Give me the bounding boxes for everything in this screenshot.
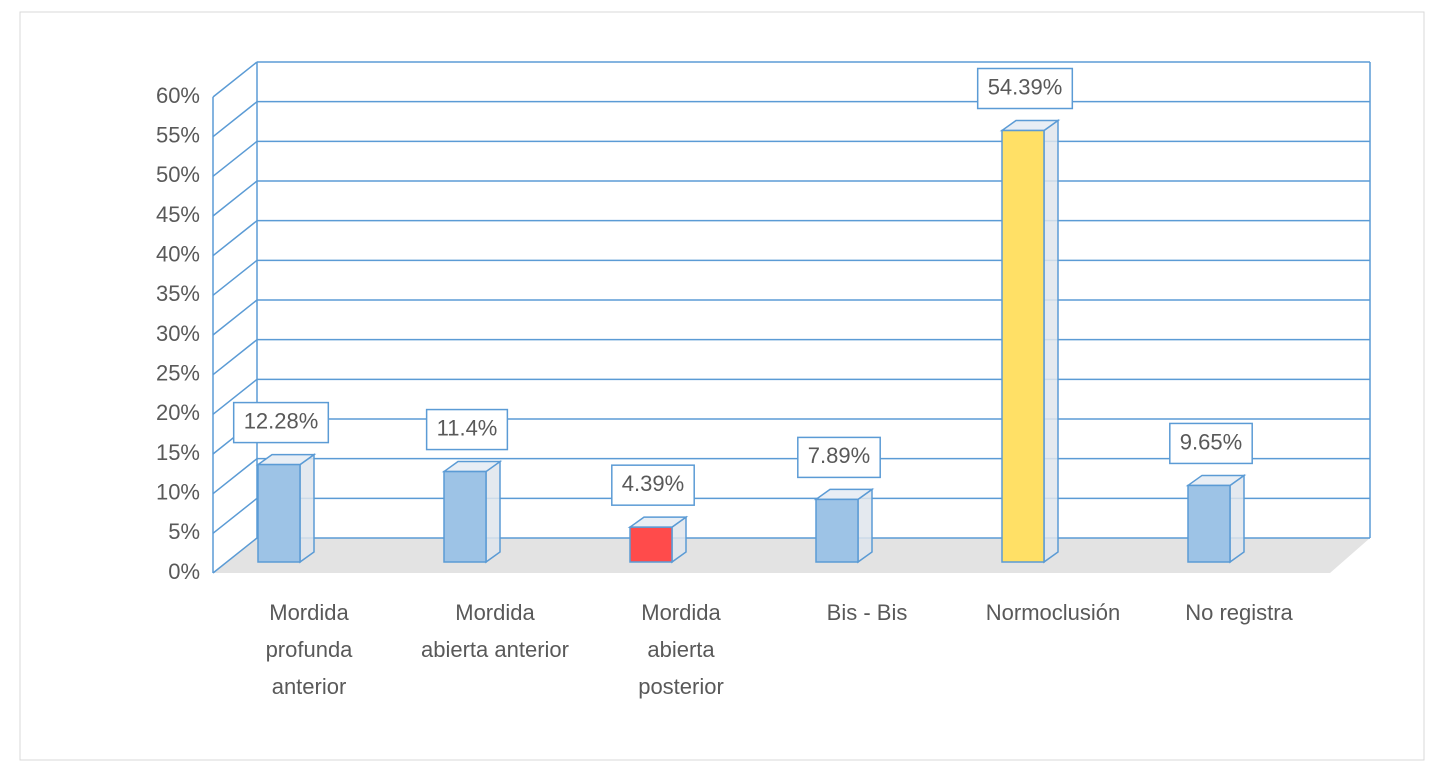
data-label: 12.28%: [244, 408, 319, 433]
bar-side: [485, 460, 501, 564]
bar-side: [299, 453, 315, 564]
y-tick-label: 20%: [156, 400, 200, 425]
grid-line: [212, 259, 258, 296]
grid-line: [212, 140, 258, 177]
y-tick-label: 50%: [156, 162, 200, 187]
data-label-box: [232, 401, 330, 444]
grid-line: [212, 537, 258, 574]
y-tick-label: 60%: [156, 83, 200, 108]
x-tick-label: Mordida abierta posterior: [638, 600, 724, 699]
data-label: 11.4%: [437, 415, 498, 440]
bar-side: [1043, 119, 1059, 564]
data-label: 54.39%: [988, 74, 1063, 99]
data-label: 4.39%: [622, 471, 684, 496]
data-label-box: [976, 67, 1074, 110]
grid-line: [212, 61, 258, 98]
grid-line: [212, 378, 258, 415]
bar: [1187, 484, 1231, 563]
y-tick-label: 40%: [156, 241, 200, 266]
x-tick-label: Mordida profunda anterior: [265, 600, 353, 699]
grid-line: [212, 101, 258, 138]
y-tick-label: 55%: [156, 122, 200, 147]
chart-border: [19, 11, 1425, 761]
y-tick-label: 45%: [156, 202, 200, 227]
bar: [815, 498, 859, 563]
y-tick-label: 35%: [156, 281, 200, 306]
y-tick-label: 30%: [156, 321, 200, 346]
grid-line: [212, 180, 258, 217]
x-tick-label: Normoclusión: [985, 600, 1121, 625]
data-label-box: [425, 408, 509, 451]
data-label-box: [611, 464, 695, 506]
bar: [629, 526, 673, 563]
x-tick-label: No registra: [1185, 600, 1293, 625]
x-tick-label: Mordida abierta anterior: [421, 600, 569, 662]
bar: [257, 463, 301, 563]
grid-line: [212, 339, 258, 376]
bar: [443, 470, 487, 563]
grid-line: [212, 497, 258, 534]
bar: [1001, 129, 1045, 563]
data-label: 9.65%: [1180, 429, 1242, 454]
floor: [213, 538, 1370, 573]
bar-side: [857, 487, 873, 564]
data-label: 7.89%: [808, 443, 870, 468]
y-tick-label: 25%: [156, 360, 200, 385]
data-label-box: [797, 436, 881, 479]
x-tick-label: Bis - Bis: [826, 600, 908, 625]
data-label-box: [1169, 422, 1253, 465]
y-tick-label: 5%: [168, 519, 200, 544]
bar-side: [1229, 473, 1245, 564]
y-tick-label: 15%: [156, 440, 200, 465]
y-tick-label: 0%: [168, 559, 200, 584]
y-tick-label: 10%: [156, 479, 200, 504]
grid-line: [212, 458, 258, 495]
grid-line: [212, 220, 258, 257]
grid-line: [212, 299, 258, 336]
